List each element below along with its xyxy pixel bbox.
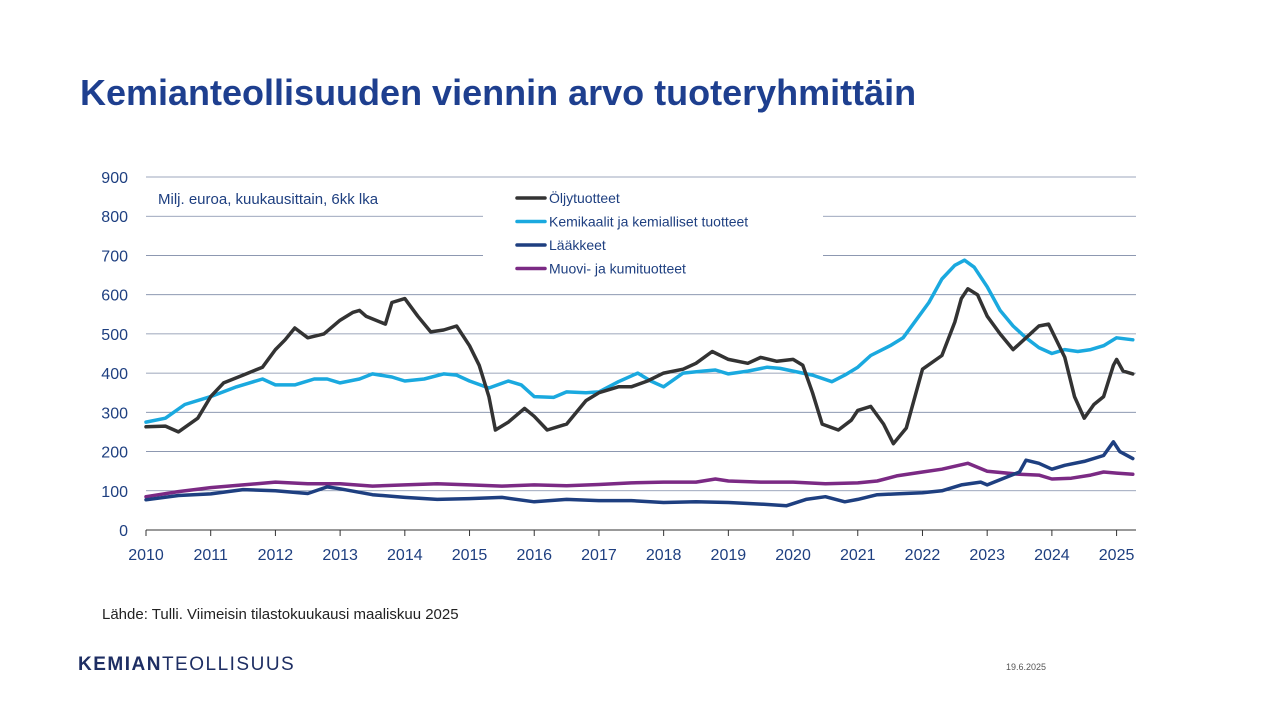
chart-subtitle: Milj. euroa, kuukausittain, 6kk lka (158, 191, 379, 208)
x-tick-label: 2019 (711, 547, 747, 564)
page-title: Kemianteollisuuden viennin arvo tuoteryh… (80, 72, 917, 113)
y-tick-label: 500 (101, 327, 128, 344)
x-tick-label: 2011 (194, 547, 229, 564)
y-tick-label: 300 (101, 405, 128, 422)
x-tick-label: 2014 (387, 547, 423, 564)
series-line (144, 287, 1135, 446)
subtitle-background (150, 183, 475, 215)
y-tick-label: 700 (101, 248, 128, 265)
y-tick-label: 100 (101, 484, 128, 501)
x-tick-label: 2016 (516, 547, 552, 564)
legend-label: Muovi- ja kumituotteet (549, 261, 686, 277)
x-tick-label: 2010 (128, 547, 164, 564)
x-tick-label: 2025 (1099, 547, 1135, 564)
legend-label: Kemikaalit ja kemialliset tuotteet (549, 214, 748, 230)
y-tick-label: 800 (101, 209, 128, 226)
y-tick-label: 900 (101, 170, 128, 187)
x-tick-label: 2013 (322, 547, 358, 564)
series-line (144, 258, 1135, 424)
y-tick-label: 200 (101, 445, 128, 462)
brand-logo: KEMIANTEOLLISUUS (78, 654, 295, 676)
x-axis: 2010 2011 2012 2013 2014 2015 2016 2017 2018 2019… (128, 529, 1136, 564)
chart-legend: Öljytuotteet Kemikaalit ja kemialliset tu… (483, 186, 823, 284)
series-line (144, 440, 1135, 508)
y-tick-label: 400 (101, 366, 128, 383)
logo-part-2: TEOLLISUUS (161, 654, 296, 675)
x-tick-label: 2017 (581, 547, 617, 564)
x-tick-label: 2023 (969, 547, 1005, 564)
x-tick-label: 2021 (840, 547, 876, 564)
y-tick-label: 600 (101, 288, 128, 305)
x-tick-label: 2018 (646, 547, 682, 564)
y-tick-label: 0 (119, 523, 128, 540)
legend-label: Öljytuotteet (549, 189, 620, 206)
x-tick-label: 2020 (775, 547, 811, 564)
legend-label: Lääkkeet (549, 237, 606, 253)
x-tick-label: 2015 (452, 547, 488, 564)
y-axis: 0 100 200 300 400 500 600 700 800 900 (101, 170, 128, 540)
x-tick-label: 2024 (1034, 547, 1070, 564)
chart-series (144, 258, 1135, 508)
logo-part-1: KEMIAN (78, 654, 162, 675)
source-note: Lähde: Tulli. Viimeisin tilastokuukausi … (102, 606, 459, 623)
series-line (144, 461, 1135, 499)
x-tick-label: 2012 (258, 547, 294, 564)
slide-date: 19.6.2025 (1006, 662, 1047, 672)
x-tick-label: 2022 (905, 547, 941, 564)
